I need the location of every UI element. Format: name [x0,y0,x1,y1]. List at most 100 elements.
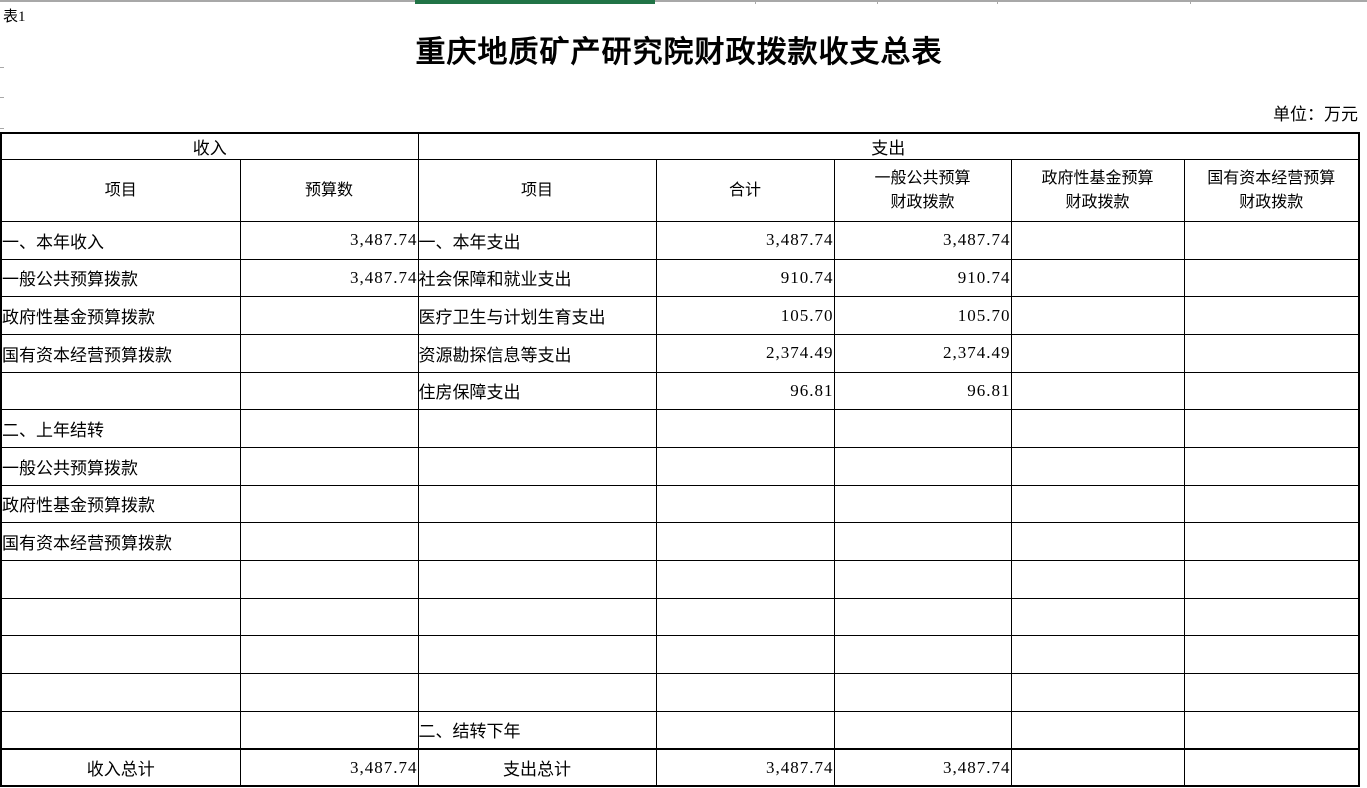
cell-expense-general[interactable] [833,597,1012,637]
cell-expense-govfund[interactable] [1010,333,1185,373]
cell-expense-general[interactable]: 3,487.74 [833,747,1012,787]
col-header-expense-item[interactable]: 项目 [417,159,657,222]
cell-expense-total[interactable] [655,635,835,674]
cell-expense-total[interactable]: 105.70 [655,296,835,335]
cell-expense-govfund[interactable] [1010,484,1185,524]
cell-expense-state[interactable] [1183,710,1360,750]
col-header-income-budget[interactable]: 预算数 [239,159,419,222]
cell-income-item[interactable]: 收入总计 [0,747,241,787]
cell-expense-general[interactable]: 2,374.49 [833,333,1012,373]
cell-income-item[interactable]: 二、上年结转 [0,409,241,448]
cell-expense-govfund[interactable] [1010,371,1185,411]
cell-expense-govfund[interactable] [1010,672,1185,712]
cell-expense-state[interactable] [1183,446,1360,486]
cell-income-budget[interactable] [239,296,419,335]
cell-expense-item[interactable] [417,522,657,561]
cell-expense-item[interactable]: 一、本年支出 [417,221,657,260]
col-header-income-item[interactable]: 项目 [0,159,241,222]
cell-expense-govfund[interactable] [1010,710,1185,750]
col-header-expense-total[interactable]: 合计 [655,159,835,222]
cell-expense-total[interactable]: 2,374.49 [655,333,835,373]
cell-expense-total[interactable] [655,559,835,599]
cell-expense-total[interactable]: 910.74 [655,258,835,298]
cell-expense-item[interactable] [417,597,657,637]
cell-expense-state[interactable] [1183,559,1360,599]
cell-income-budget[interactable] [239,597,419,637]
cell-income-budget[interactable]: 3,487.74 [239,258,419,298]
cell-income-budget[interactable]: 3,487.74 [239,747,419,787]
cell-expense-item[interactable] [417,446,657,486]
cell-income-item[interactable]: 一般公共预算拨款 [0,258,241,298]
cell-expense-total[interactable] [655,710,835,750]
cell-expense-govfund[interactable] [1010,296,1185,335]
cell-income-item[interactable] [0,559,241,599]
cell-expense-total[interactable]: 3,487.74 [655,221,835,260]
cell-expense-general[interactable]: 3,487.74 [833,221,1012,260]
cell-expense-item[interactable] [417,672,657,712]
col-header-expense-state[interactable]: 国有资本经营预算 财政拨款 [1183,159,1360,222]
cell-expense-total[interactable] [655,672,835,712]
cell-income-budget[interactable]: 3,487.74 [239,221,419,260]
cell-expense-state[interactable] [1183,296,1360,335]
cell-income-item[interactable]: 一般公共预算拨款 [0,446,241,486]
cell-expense-govfund[interactable] [1010,635,1185,674]
col-header-expense-govfund[interactable]: 政府性基金预算 财政拨款 [1010,159,1185,222]
cell-expense-govfund[interactable] [1010,446,1185,486]
cell-expense-govfund[interactable] [1010,747,1185,787]
cell-income-item[interactable]: 国有资本经营预算拨款 [0,333,241,373]
cell-expense-state[interactable] [1183,221,1360,260]
cell-expense-total[interactable]: 3,487.74 [655,747,835,787]
cell-expense-general[interactable]: 105.70 [833,296,1012,335]
cell-expense-item[interactable]: 医疗卫生与计划生育支出 [417,296,657,335]
cell-expense-general[interactable] [833,484,1012,524]
cell-expense-general[interactable] [833,710,1012,750]
cell-expense-state[interactable] [1183,409,1360,448]
cell-expense-state[interactable] [1183,747,1360,787]
cell-expense-state[interactable] [1183,635,1360,674]
income-section-header[interactable]: 收入 [0,132,419,160]
expense-section-header[interactable]: 支出 [417,132,1360,160]
cell-expense-state[interactable] [1183,258,1360,298]
cell-expense-state[interactable] [1183,371,1360,411]
cell-income-item[interactable]: 一、本年收入 [0,221,241,260]
cell-expense-state[interactable] [1183,672,1360,712]
cell-expense-item[interactable]: 资源勘探信息等支出 [417,333,657,373]
cell-income-item[interactable]: 政府性基金预算拨款 [0,484,241,524]
cell-income-budget[interactable] [239,409,419,448]
cell-expense-govfund[interactable] [1010,597,1185,637]
cell-expense-general[interactable] [833,446,1012,486]
cell-expense-general[interactable]: 96.81 [833,371,1012,411]
cell-expense-total[interactable]: 96.81 [655,371,835,411]
cell-expense-govfund[interactable] [1010,221,1185,260]
cell-expense-general[interactable] [833,559,1012,599]
cell-income-item[interactable] [0,597,241,637]
cell-expense-total[interactable] [655,409,835,448]
cell-expense-item[interactable] [417,409,657,448]
cell-expense-general[interactable] [833,409,1012,448]
cell-income-budget[interactable] [239,484,419,524]
cell-expense-total[interactable] [655,522,835,561]
cell-income-item[interactable]: 国有资本经营预算拨款 [0,522,241,561]
cell-expense-item[interactable] [417,635,657,674]
cell-expense-item[interactable]: 社会保障和就业支出 [417,258,657,298]
cell-income-budget[interactable] [239,559,419,599]
cell-expense-item[interactable] [417,484,657,524]
cell-income-item[interactable] [0,710,241,750]
cell-expense-item[interactable]: 二、结转下年 [417,710,657,750]
cell-expense-total[interactable] [655,484,835,524]
cell-expense-total[interactable] [655,446,835,486]
cell-income-budget[interactable] [239,371,419,411]
cell-expense-item[interactable]: 住房保障支出 [417,371,657,411]
cell-expense-general[interactable]: 910.74 [833,258,1012,298]
cell-expense-govfund[interactable] [1010,522,1185,561]
cell-income-budget[interactable] [239,446,419,486]
cell-income-budget[interactable] [239,333,419,373]
cell-expense-govfund[interactable] [1010,559,1185,599]
cell-income-item[interactable]: 政府性基金预算拨款 [0,296,241,335]
col-header-expense-general[interactable]: 一般公共预算 财政拨款 [833,159,1012,222]
cell-income-budget[interactable] [239,522,419,561]
cell-expense-item[interactable] [417,559,657,599]
cell-expense-govfund[interactable] [1010,409,1185,448]
cell-income-budget[interactable] [239,672,419,712]
cell-expense-general[interactable] [833,522,1012,561]
